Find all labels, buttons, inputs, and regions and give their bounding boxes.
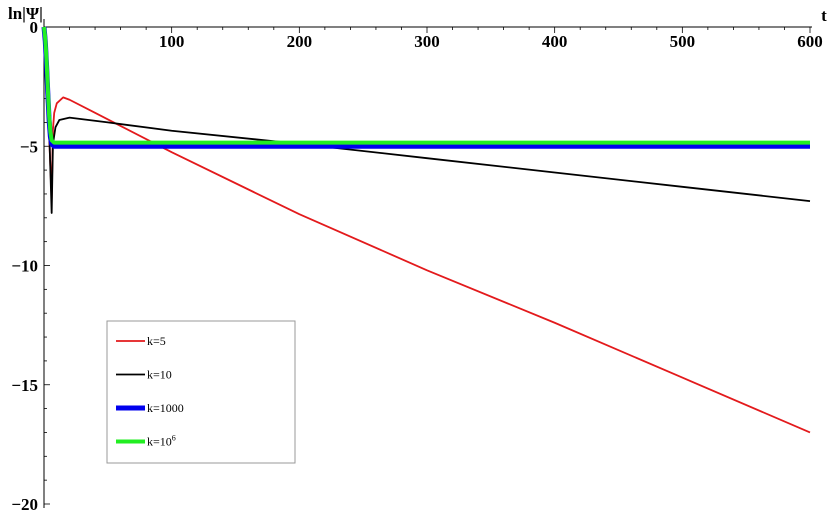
series-line-k-10 bbox=[43, 26, 811, 214]
x-axis-title: t bbox=[821, 6, 827, 25]
y-tick-label: −15 bbox=[11, 376, 38, 395]
legend-label-k-5: k=5 bbox=[147, 334, 166, 348]
x-tick-label: 100 bbox=[159, 32, 185, 51]
y-tick-label: −20 bbox=[11, 495, 38, 514]
legend-label-k-1000: k=1000 bbox=[147, 401, 184, 415]
x-tick-label: 500 bbox=[670, 32, 696, 51]
y-tick-label: −5 bbox=[20, 137, 38, 156]
y-axis-title: ln|Ψ| bbox=[8, 4, 43, 23]
x-tick-label: 400 bbox=[542, 32, 568, 51]
x-tick-label: 300 bbox=[414, 32, 440, 51]
legend-label-k-10: k=10 bbox=[147, 368, 172, 382]
legend-box bbox=[106, 320, 296, 464]
x-tick-label: 600 bbox=[797, 32, 823, 51]
axes: 100 200 300 400 500 600 0 −5 −10 −15 −20 t ln|Ψ| bbox=[8, 4, 827, 514]
series-line-k-10-6 bbox=[42, 26, 810, 145]
series-group bbox=[41, 26, 811, 434]
y-tick-label: −10 bbox=[11, 257, 38, 276]
legend: k=5 k=10 k=1000 k=106 bbox=[106, 320, 296, 464]
y-tick-label: 0 bbox=[30, 18, 39, 37]
x-tick-label: 200 bbox=[287, 32, 313, 51]
legend-label-k-10-6: k=106 bbox=[147, 434, 176, 449]
